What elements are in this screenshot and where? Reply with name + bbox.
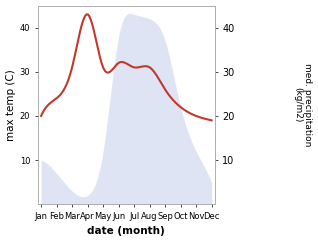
Y-axis label: max temp (C): max temp (C) [5,69,16,141]
X-axis label: date (month): date (month) [87,227,165,236]
Y-axis label: med. precipitation
(kg/m2): med. precipitation (kg/m2) [293,63,313,147]
